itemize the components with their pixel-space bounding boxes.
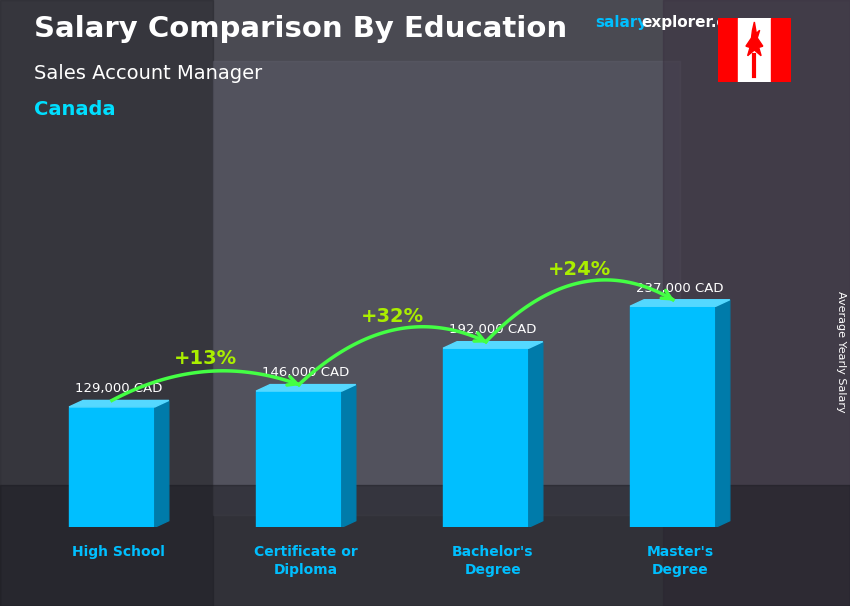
Text: 146,000 CAD: 146,000 CAD [263,367,349,379]
Text: +24%: +24% [547,260,611,279]
Polygon shape [256,385,356,391]
Text: Average Yearly Salary: Average Yearly Salary [836,291,846,412]
Text: explorer.com: explorer.com [642,15,752,30]
Polygon shape [443,342,543,348]
Text: 129,000 CAD: 129,000 CAD [76,382,162,395]
Bar [69,407,155,527]
Text: Salary Comparison By Education: Salary Comparison By Education [34,15,567,43]
Text: +32%: +32% [361,307,424,326]
Text: Bachelor's
Degree: Bachelor's Degree [452,545,534,577]
Bar [0,485,850,606]
Text: +13%: +13% [174,348,237,368]
Polygon shape [746,22,762,56]
Text: Canada: Canada [34,100,116,119]
Bar [630,306,716,527]
Text: Master's
Degree: Master's Degree [646,545,713,577]
Bar [771,18,791,82]
Bar [0,0,212,606]
Bar [212,61,680,515]
Polygon shape [342,385,356,527]
Text: 237,000 CAD: 237,000 CAD [636,282,723,295]
Text: salary: salary [595,15,648,30]
Text: High School: High School [72,545,166,559]
Text: 192,000 CAD: 192,000 CAD [450,324,536,336]
Bar [663,0,850,606]
Polygon shape [529,342,543,527]
Polygon shape [69,401,169,407]
Bar [256,391,342,527]
Bar [718,18,738,82]
Polygon shape [716,300,730,527]
Polygon shape [630,300,730,306]
Bar [738,18,771,82]
Bar [443,348,529,527]
Polygon shape [155,401,169,527]
Text: Sales Account Manager: Sales Account Manager [34,64,263,82]
Text: Certificate or
Diploma: Certificate or Diploma [254,545,358,577]
